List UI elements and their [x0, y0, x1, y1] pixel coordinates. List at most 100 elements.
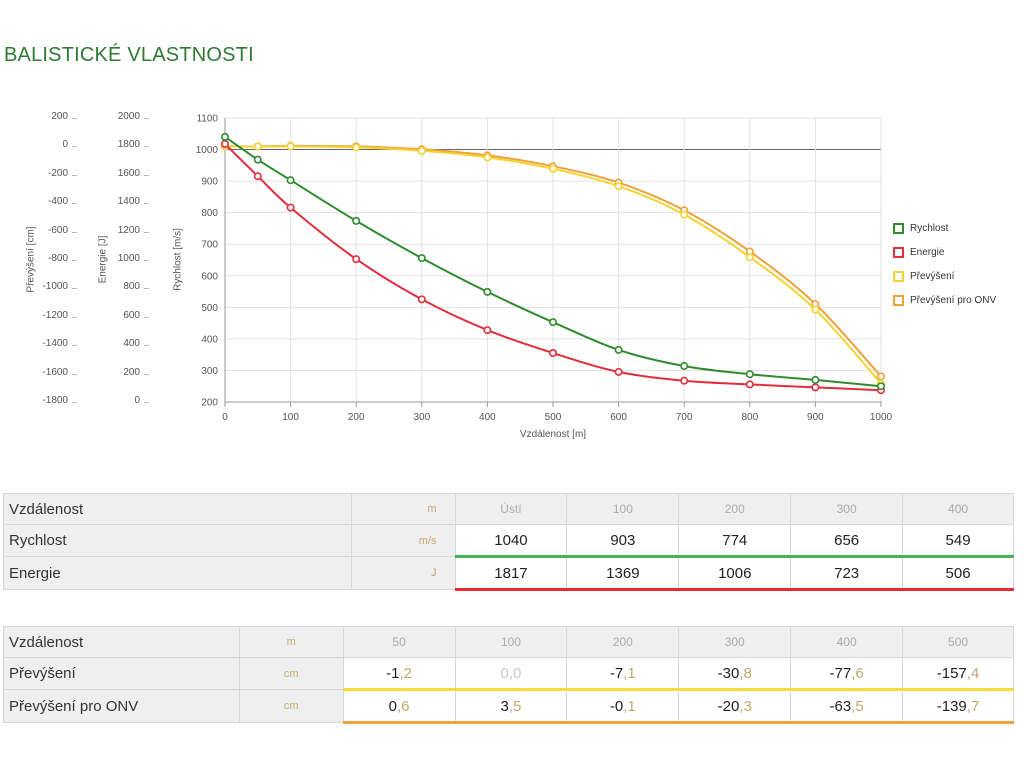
- prevyseni-tick-mark: [72, 260, 77, 261]
- prevyseni-tick-label: -200: [47, 167, 68, 179]
- energie-tick-label: 800: [123, 281, 140, 293]
- series-point-p-ev-en-: [614, 182, 623, 191]
- value-int: -157: [936, 664, 967, 682]
- value-dec: ,3: [739, 697, 752, 715]
- value-dec: ,5: [851, 697, 864, 715]
- rychlost-tick-label: 1000: [196, 145, 219, 156]
- series-point-p-ev-en-: [483, 153, 492, 162]
- series-point-p-ev-en-: [417, 146, 426, 155]
- prevyseni-tick-mark: [72, 402, 77, 403]
- series-point-p-ev-en-: [253, 142, 262, 151]
- value-dec: ,8: [739, 664, 752, 682]
- series-point-p-ev-en-: [548, 164, 557, 173]
- legend-swatch-rychlost: [893, 222, 904, 234]
- legend-item-rychlost[interactable]: Rychlost: [893, 216, 996, 240]
- col-header: 300: [790, 493, 904, 525]
- value-dec: ,2: [399, 664, 413, 682]
- legend-swatch-energie: [893, 246, 904, 258]
- series-point-energie: [680, 376, 689, 385]
- unit-cm: cm: [238, 689, 344, 723]
- x-tick-label: 200: [348, 412, 365, 423]
- velocity-cell: 903: [566, 524, 680, 558]
- velocity-cell: 1040: [454, 524, 568, 558]
- value-dec: ,6: [397, 697, 410, 715]
- prevyseni-tick-mark: [72, 118, 77, 119]
- energie-tick-mark: [144, 402, 149, 403]
- page-title: BALISTICKÉ VLASTNOSTI: [4, 44, 254, 66]
- drop-cell: -77,6: [790, 657, 904, 691]
- series-point-rychlost: [811, 375, 820, 384]
- series-point-energie: [253, 172, 262, 181]
- drop-cell: -157,4: [902, 657, 1014, 691]
- x-tick-label: 1000: [870, 412, 893, 423]
- col-header: 500: [902, 626, 1014, 658]
- energie-tick-mark: [144, 174, 149, 176]
- legend-item-energie[interactable]: Energie: [893, 240, 996, 264]
- energie-tick-mark: [144, 345, 149, 347]
- series-point-rychlost: [745, 370, 754, 379]
- series-point-energie: [483, 326, 492, 335]
- rychlost-tick-label: 900: [201, 177, 218, 188]
- series-point-rychlost: [614, 345, 623, 354]
- legend-item-prevyseni[interactable]: Převýšení: [893, 264, 996, 288]
- prevyseni-tick-label: -1200: [42, 309, 68, 321]
- drop-cell: -7,1: [566, 657, 680, 691]
- series-point-rychlost: [548, 318, 557, 327]
- rychlost-tick-label: 700: [201, 240, 218, 251]
- table1-header-row: Vzdálenost m Ústí 100 200 300 400: [3, 493, 1014, 525]
- value-int: -30: [717, 664, 740, 682]
- velocity-cell: 549: [902, 524, 1014, 558]
- drop-onv-cell: -139,7: [902, 689, 1014, 724]
- series-point-p-ev-en-: [811, 305, 820, 314]
- energie-tick-mark: [144, 231, 149, 233]
- unit-cm: cm: [238, 657, 344, 690]
- energie-tick-label: 1400: [117, 196, 140, 208]
- x-tick-label: 600: [610, 412, 627, 423]
- series-point-rychlost: [286, 176, 295, 185]
- col-header: 200: [566, 626, 680, 658]
- velocity-cell: 774: [678, 524, 792, 558]
- energie-tick-mark: [144, 288, 149, 290]
- drop-cell: -30,8: [678, 657, 792, 691]
- unit-m: m: [238, 626, 344, 658]
- legend-label-rychlost: Rychlost: [910, 222, 949, 234]
- prevyseni-tick-mark: [72, 345, 77, 347]
- series-point-p-ev-en-: [352, 143, 361, 152]
- velocity-energy-table: Vzdálenost m Ústí 100 200 300 400 Rychlo…: [3, 493, 1014, 591]
- row-label-prevyseni-onv: Převýšení pro ONV: [3, 689, 240, 723]
- value-dec: ,1: [623, 664, 636, 682]
- rychlost-tick-label: 400: [201, 334, 218, 345]
- drop-onv-cell: 3,5: [454, 689, 568, 724]
- prevyseni-tick-label: -400: [47, 196, 68, 208]
- series-point-p-ev-en-: [286, 142, 295, 151]
- legend-item-prevyseni-onv[interactable]: Převýšení pro ONV: [893, 288, 996, 312]
- energie-tick-mark: [144, 373, 149, 375]
- drop-onv-cell: -20,3: [678, 689, 792, 724]
- row-label-prevyseni: Převýšení: [3, 657, 240, 690]
- prevyseni-tick-mark: [72, 316, 77, 318]
- energie-tick-label: 600: [123, 309, 140, 321]
- series-point-energie: [614, 367, 623, 376]
- velocity-cell: 656: [790, 524, 904, 558]
- series-point-rychlost: [876, 382, 885, 391]
- col-header: 50: [342, 626, 456, 658]
- x-tick-label: 100: [282, 412, 299, 423]
- series-point-energie: [417, 295, 426, 304]
- value-dec: ,7: [966, 697, 980, 715]
- legend-swatch-prevyseni-onv: [893, 294, 904, 306]
- col-header: 200: [678, 493, 792, 525]
- drop-onv-cell: -0,1: [566, 689, 680, 724]
- energie-tick-label: 2000: [117, 111, 140, 122]
- prevyseni-tick-label: -800: [47, 253, 68, 264]
- energie-tick-label: 1200: [117, 224, 140, 236]
- x-tick-label: 700: [676, 412, 693, 423]
- energie-tick-label: 400: [123, 338, 140, 350]
- series-point-energie: [221, 139, 230, 148]
- value-int: -63: [829, 697, 852, 715]
- row-label-vzdalenost: Vzdálenost: [3, 493, 352, 525]
- series-point-p-ev-en-: [745, 253, 754, 262]
- energie-tick-label: 1800: [117, 139, 140, 151]
- x-tick-label: 300: [413, 412, 430, 423]
- value-int: -20: [717, 697, 740, 715]
- rychlost-tick-label: 800: [201, 208, 218, 219]
